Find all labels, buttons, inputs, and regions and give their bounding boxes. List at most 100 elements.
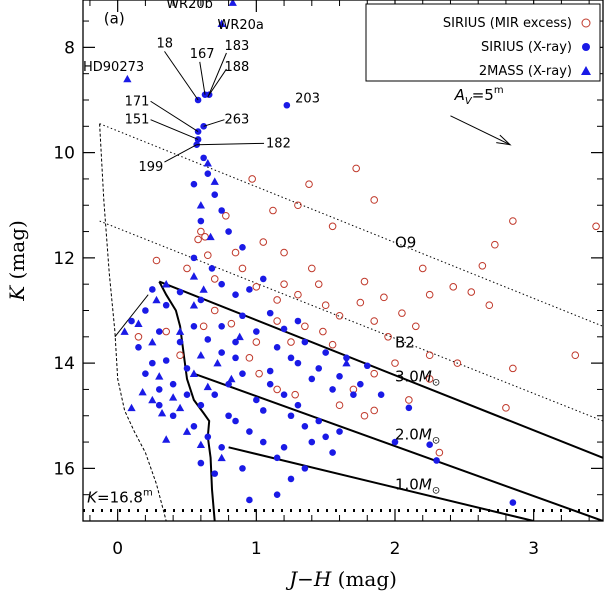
point-s1-71 <box>322 433 329 441</box>
y-tick-label: 12 <box>53 249 75 269</box>
point-s0-53 <box>319 327 327 336</box>
point-s1-37 <box>239 312 246 320</box>
point-s0-54 <box>301 322 309 331</box>
point-s1-45 <box>308 375 316 383</box>
point-s1-47 <box>322 349 329 356</box>
point-s0-13 <box>194 235 202 244</box>
point-s0-40 <box>509 217 517 225</box>
point-s0-72 <box>435 448 444 457</box>
point-s2-20 <box>127 403 136 412</box>
point-s2-9 <box>189 301 199 309</box>
point-s2-25 <box>235 332 244 341</box>
point-s0-25 <box>321 301 330 310</box>
leader-171 <box>150 100 199 132</box>
point-s0-37 <box>478 261 487 270</box>
point-s0-26 <box>335 311 344 320</box>
point-s0-42 <box>425 351 434 360</box>
point-s0-2 <box>352 164 360 173</box>
x-tick-label: 0 <box>112 539 123 559</box>
leader-183 <box>207 52 227 98</box>
star-label-HD90273: HD90273 <box>83 60 144 75</box>
reference-lines <box>83 123 603 521</box>
reddening-vector-label: AV=5m <box>454 85 504 107</box>
point-s0-30 <box>380 293 388 302</box>
leader-263 <box>203 119 225 127</box>
point-s1-66 <box>287 412 295 420</box>
point-s1-91 <box>405 404 413 412</box>
zams-solid-segment <box>114 294 149 338</box>
point-s2-23 <box>213 358 222 367</box>
point-s2-3 <box>203 159 212 167</box>
point-s2-1 <box>217 19 226 27</box>
star-label-WR20a: WR20a <box>218 18 264 33</box>
legend-marker-2 <box>581 66 591 75</box>
point-s1-38 <box>253 328 260 335</box>
point-s1-69 <box>308 438 316 446</box>
point-s0-55 <box>287 338 295 346</box>
x-tick-label: 3 <box>528 539 539 559</box>
point-s1-14 <box>225 228 232 235</box>
legend-marker-0 <box>581 18 591 28</box>
point-s2-6 <box>206 232 215 241</box>
x-axis-title: J−H (mag) <box>285 567 397 591</box>
star-label-203: 203 <box>295 92 320 107</box>
point-s1-9 <box>204 170 212 177</box>
line-label-1: B2 <box>395 333 415 351</box>
point-s1-90 <box>433 457 440 464</box>
point-s0-3 <box>370 196 379 204</box>
point-s1-22 <box>197 296 205 304</box>
legend: SIRIUS (MIR excess) SIRIUS (X-ray) 2MASS (… <box>365 3 601 82</box>
point-s2-16 <box>138 387 147 396</box>
line-label-4: 1.0M⊙ <box>395 475 440 496</box>
y-axis-title: K (mag) <box>5 220 29 302</box>
reddening-line-2 <box>158 280 603 459</box>
x-tick-label: 2 <box>390 539 401 559</box>
legend-label-0: SIRIUS (MIR excess) <box>443 16 572 31</box>
point-s1-31 <box>162 357 170 364</box>
y-tick-label: 14 <box>53 354 75 374</box>
point-s1-73 <box>336 428 343 435</box>
legend-label-2: 2MASS (X-ray) <box>479 64 572 79</box>
point-s0-68 <box>335 401 344 410</box>
reddening-line-3 <box>193 372 603 521</box>
point-s1-96 <box>232 354 239 362</box>
point-s1-36 <box>232 338 239 346</box>
legend-marker-1 <box>582 43 590 51</box>
point-s1-75 <box>169 412 177 420</box>
point-s1-97 <box>266 367 274 375</box>
point-s1-64 <box>266 380 274 388</box>
point-s1-15 <box>239 244 246 251</box>
star-label-199: 199 <box>138 160 163 175</box>
point-s0-0 <box>248 175 256 183</box>
point-s1-59 <box>211 391 219 398</box>
reddening-line-1 <box>99 220 603 422</box>
point-s1-68 <box>301 422 309 430</box>
point-s2-0 <box>228 0 237 6</box>
point-s0-48 <box>405 396 413 404</box>
reddening-line-0 <box>99 123 603 327</box>
point-s0-21 <box>280 280 288 288</box>
point-s0-31 <box>398 309 406 317</box>
point-s2-33 <box>217 453 226 462</box>
point-s1-78 <box>218 444 225 451</box>
point-s1-95 <box>301 465 309 472</box>
point-s0-36 <box>467 288 476 296</box>
star-label-18: 18 <box>156 36 173 51</box>
line-label-2: 3.0M⊙ <box>395 368 440 389</box>
point-s0-22 <box>294 290 302 299</box>
point-s0-66 <box>273 385 281 394</box>
point-s1-72 <box>329 449 336 456</box>
point-s1-29 <box>135 344 142 351</box>
point-s0-27 <box>356 298 365 307</box>
point-s2-22 <box>196 351 205 359</box>
point-s0-69 <box>360 411 369 420</box>
point-s2-27 <box>189 369 199 377</box>
point-s0-20 <box>273 296 281 304</box>
point-s1-92 <box>377 391 385 398</box>
star-label-263: 263 <box>224 113 249 128</box>
point-s0-52 <box>328 340 337 349</box>
point-s0-71 <box>384 333 392 341</box>
point-s1-19 <box>232 291 239 299</box>
point-s1-65 <box>280 391 288 398</box>
reddening-vector <box>450 115 511 146</box>
